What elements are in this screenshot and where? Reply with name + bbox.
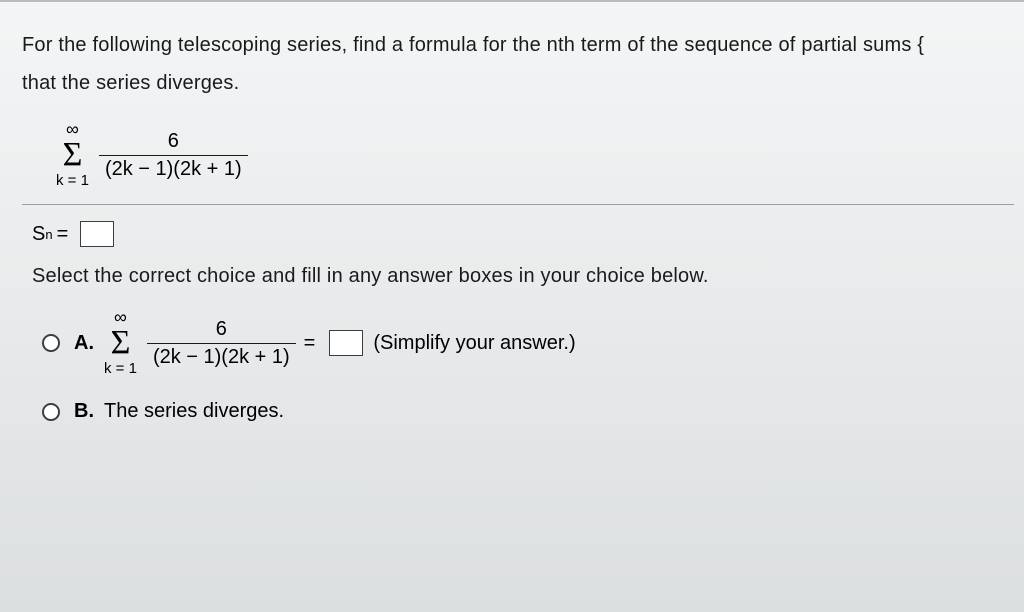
sn-equation: Sn = [32,221,1014,247]
radio-b[interactable] [42,403,60,421]
choice-b-label: B. [74,400,94,423]
sn-subscript: n [45,227,52,242]
choice-a-equals: = [304,332,316,355]
denominator: (2k − 1)(2k + 1) [99,155,248,181]
choice-b-text: The series diverges. [104,400,284,423]
fraction: 6 (2k − 1)(2k + 1) [99,130,248,181]
equals-sign: = [57,223,69,246]
choice-a-fraction: 6 (2k − 1)(2k + 1) [147,318,296,369]
choice-a-sigma: ∞ Σ k = 1 [104,308,137,378]
numerator: 6 [162,130,185,155]
choice-a-denominator: (2k − 1)(2k + 1) [147,343,296,369]
question-line-2: that the series diverges. [22,64,1014,102]
choice-a-answer-input[interactable] [329,330,363,356]
choice-a-label: A. [74,332,94,355]
choice-a-hint: (Simplify your answer.) [373,332,575,355]
question-page: For the following telescoping series, fi… [0,0,1024,612]
sn-answer-input[interactable] [80,221,114,247]
question-line-1: For the following telescoping series, fi… [22,26,1014,64]
instruction-text: Select the correct choice and fill in an… [32,265,1014,288]
radio-a[interactable] [42,334,60,352]
choice-a-expression: ∞ Σ k = 1 6 (2k − 1)(2k + 1) = (Simplify… [104,308,576,378]
sn-symbol: S [32,223,45,246]
choice-a-row: A. ∞ Σ k = 1 6 (2k − 1)(2k + 1) = (Simpl… [42,308,1014,378]
sigma-lower-limit: k = 1 [56,172,89,190]
choice-a-sigma-bot: k = 1 [104,360,137,378]
choice-b-row: B. The series diverges. [42,400,1014,423]
sigma-symbol: Σ [63,138,83,172]
choice-a-sigma-symbol: Σ [111,326,131,360]
sigma-block: ∞ Σ k = 1 [56,120,89,190]
divider [22,204,1014,205]
series-expression: ∞ Σ k = 1 6 (2k − 1)(2k + 1) [56,120,1014,190]
choice-a-numerator: 6 [210,318,233,343]
